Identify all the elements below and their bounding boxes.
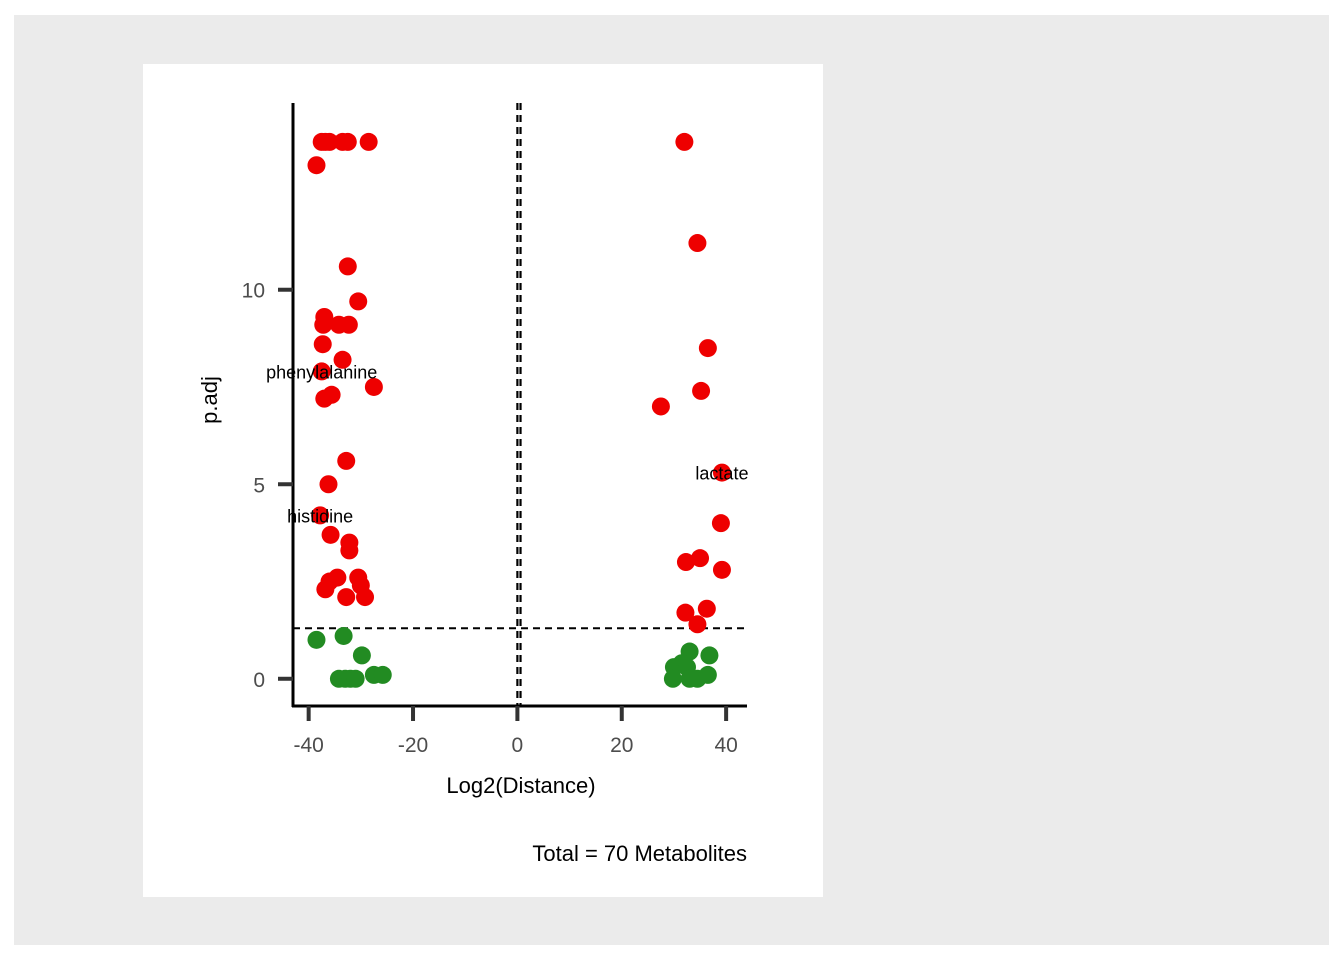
- data-point: [373, 665, 392, 684]
- data-point: [712, 560, 731, 579]
- x-tick-label: 20: [610, 734, 633, 757]
- data-point: [676, 553, 695, 572]
- data-point: [651, 397, 670, 416]
- data-point: [340, 541, 359, 560]
- data-point: [700, 646, 719, 665]
- data-point: [313, 335, 332, 354]
- data-point: [691, 549, 710, 568]
- plot-panel: [143, 64, 823, 897]
- data-point: [356, 588, 375, 607]
- data-point: [338, 132, 357, 151]
- x-tick-label: -40: [293, 734, 323, 757]
- data-point: [712, 463, 731, 482]
- x-tick-label: 40: [714, 734, 737, 757]
- point-label: lactate: [695, 464, 748, 484]
- data-point: [337, 588, 356, 607]
- data-point: [320, 132, 339, 151]
- x-tick-label: 0: [512, 734, 524, 757]
- plot-background: -40 -20 0 20 40 0 5 10 phenylalanine histidine la…: [14, 15, 1329, 945]
- data-point: [334, 626, 353, 645]
- data-point: [711, 514, 730, 533]
- data-point: [692, 381, 711, 400]
- chart-caption: Total = 70 Metabolites: [532, 841, 747, 866]
- volcano-plot: -40 -20 0 20 40 0 5 10 phenylalanine histidine la…: [143, 64, 823, 897]
- data-point: [349, 292, 368, 311]
- data-point: [676, 603, 695, 622]
- data-point: [698, 665, 717, 684]
- data-point: [359, 132, 378, 151]
- data-point: [311, 506, 330, 525]
- data-point: [316, 580, 335, 599]
- x-axis-title: Log2(Distance): [446, 773, 595, 798]
- data-point: [312, 362, 331, 381]
- data-point: [338, 257, 357, 276]
- data-point: [688, 615, 707, 634]
- y-axis-title: p.adj: [197, 376, 222, 424]
- y-tick-label: 5: [253, 474, 265, 497]
- data-point: [663, 669, 682, 688]
- data-point: [352, 646, 371, 665]
- data-point: [697, 599, 716, 618]
- point-label: phenylalanine: [266, 362, 377, 382]
- data-point: [319, 475, 338, 494]
- y-tick-label: 10: [242, 280, 265, 303]
- data-point: [307, 630, 326, 649]
- data-point: [698, 339, 717, 358]
- data-point: [314, 315, 333, 334]
- data-point: [307, 156, 326, 175]
- data-point: [321, 525, 340, 544]
- data-point: [346, 669, 365, 688]
- data-point: [333, 350, 352, 369]
- x-tick-label: -20: [398, 734, 428, 757]
- data-point: [675, 132, 694, 151]
- y-tick-label: 0: [253, 669, 265, 692]
- data-point: [339, 315, 358, 334]
- data-point: [315, 389, 334, 408]
- data-point: [688, 234, 707, 253]
- point-label: histidine: [287, 506, 353, 526]
- data-point: [364, 377, 383, 396]
- data-point: [337, 451, 356, 470]
